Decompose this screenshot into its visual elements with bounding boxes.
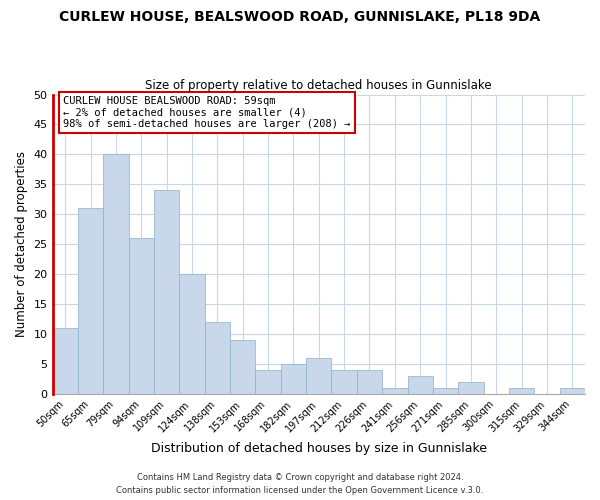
Bar [53, 328, 78, 394]
Bar [357, 370, 382, 394]
Bar [331, 370, 357, 394]
Text: CURLEW HOUSE, BEALSWOOD ROAD, GUNNISLAKE, PL18 9DA: CURLEW HOUSE, BEALSWOOD ROAD, GUNNISLAKE… [59, 10, 541, 24]
Y-axis label: Number of detached properties: Number of detached properties [15, 151, 28, 337]
Bar [458, 382, 484, 394]
X-axis label: Distribution of detached houses by size in Gunnislake: Distribution of detached houses by size … [151, 442, 487, 455]
Text: Contains HM Land Registry data © Crown copyright and database right 2024.
Contai: Contains HM Land Registry data © Crown c… [116, 474, 484, 495]
Bar [154, 190, 179, 394]
Title: Size of property relative to detached houses in Gunnislake: Size of property relative to detached ho… [145, 79, 492, 92]
Bar [256, 370, 281, 394]
Bar [433, 388, 458, 394]
Bar [230, 340, 256, 394]
Bar [103, 154, 128, 394]
Bar [179, 274, 205, 394]
Text: CURLEW HOUSE BEALSWOOD ROAD: 59sqm
← 2% of detached houses are smaller (4)
98% o: CURLEW HOUSE BEALSWOOD ROAD: 59sqm ← 2% … [63, 96, 350, 130]
Bar [128, 238, 154, 394]
Bar [205, 322, 230, 394]
Bar [306, 358, 331, 394]
Bar [509, 388, 534, 394]
Bar [78, 208, 103, 394]
Bar [407, 376, 433, 394]
Bar [281, 364, 306, 394]
Bar [560, 388, 585, 394]
Bar [382, 388, 407, 394]
